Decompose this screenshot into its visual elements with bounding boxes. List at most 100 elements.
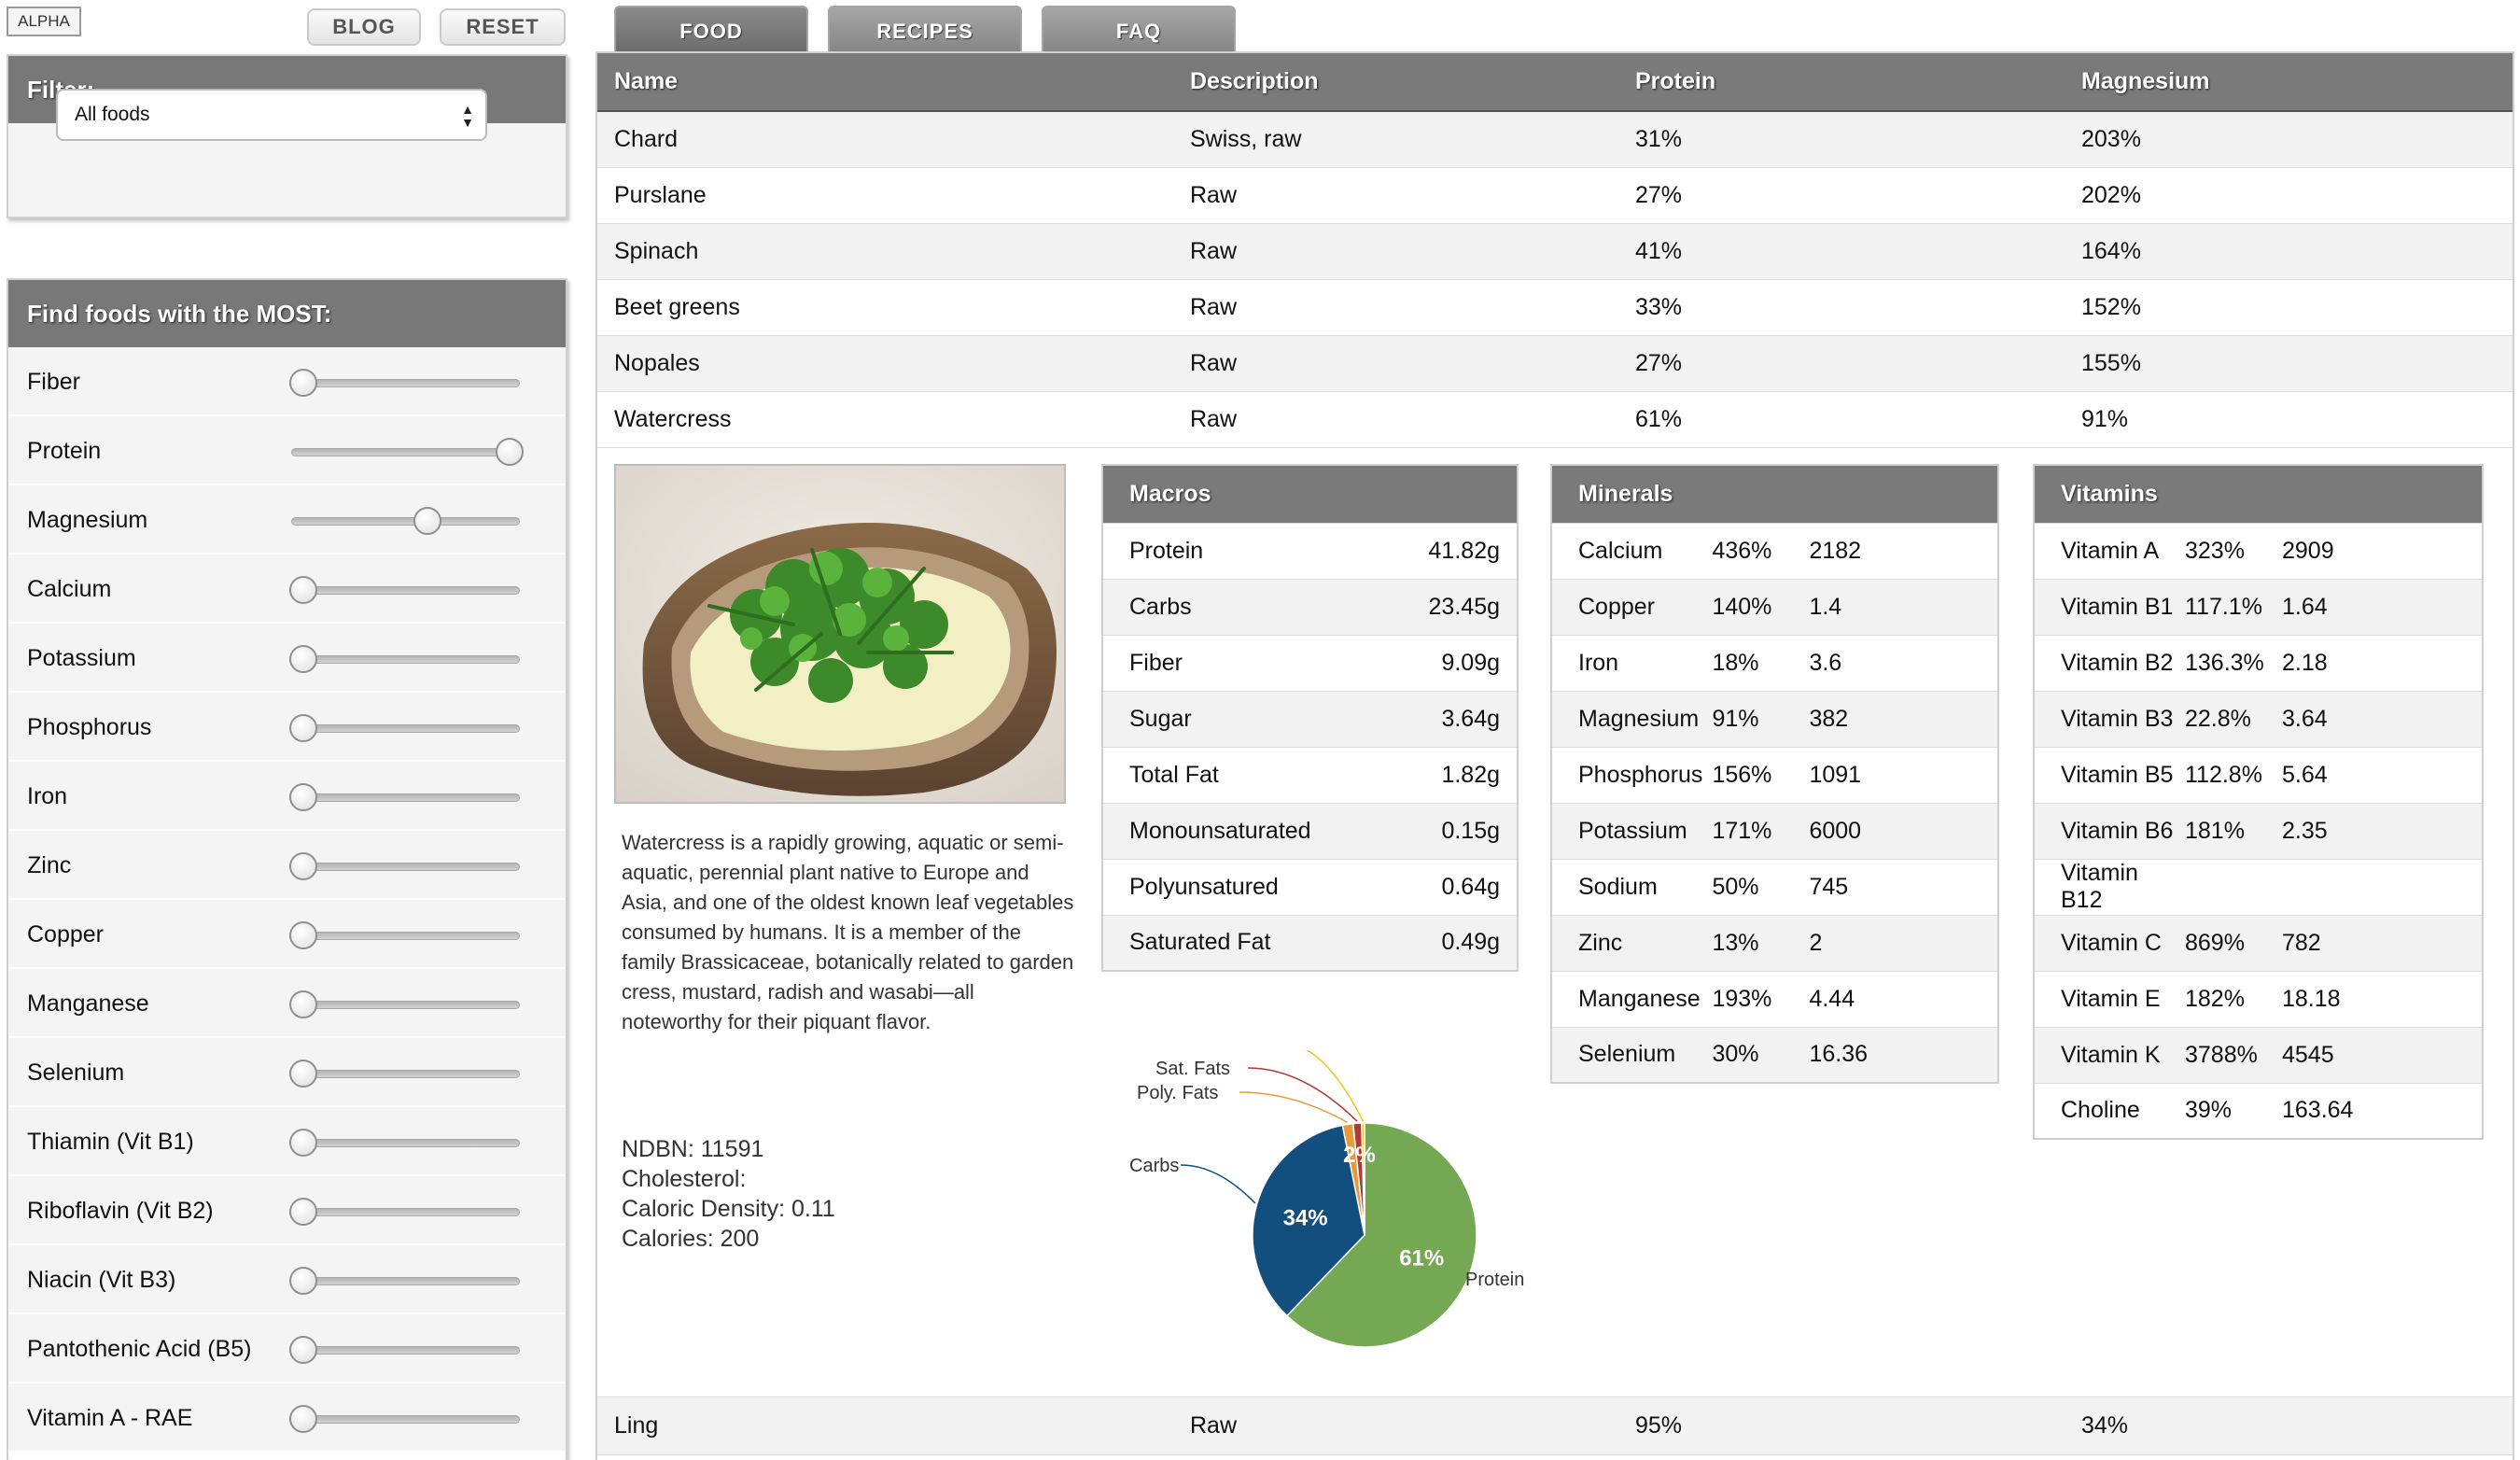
macros-title: Macros [1102,465,1518,523]
column-header-magnesium[interactable]: Magnesium [2065,53,2513,112]
food-protein: 27% [1618,167,2065,224]
food-name: Ling [597,1398,1173,1455]
tab-recipes[interactable]: RECIPES [828,6,1022,54]
nutrient-value: 436% [1702,522,1800,579]
slider-label: Protein [27,438,102,464]
nutrient-amount: 4.44 [1799,970,1998,1027]
food-row[interactable]: Purslane Raw 27% 202% [597,167,2513,224]
pie-percent-label: 34% [1283,1206,1328,1231]
nutrient-slider[interactable] [289,714,520,742]
pie-leader-line [1459,1276,1471,1280]
nutrient-slider[interactable] [289,1405,520,1433]
slider-thumb[interactable] [289,1129,317,1157]
nutrient-slider[interactable] [289,1336,520,1364]
slider-row: Niacin (Vit B3) [8,1245,566,1314]
slider-row: Pantothenic Acid (B5) [8,1314,566,1383]
pie-slice-label: Poly. Fats [1137,1083,1218,1103]
pie-slice-mono-fats[interactable] [1361,1122,1365,1236]
nutrient-value: 9.09g [1310,634,1518,691]
nutrient-value: 41.82g [1310,522,1518,579]
food-protein: 41% [1618,223,2065,280]
minerals-row: Manganese 193% 4.44 [1551,970,1998,1027]
minerals-row: Iron 18% 3.6 [1551,634,1998,691]
food-row[interactable]: Ling Raw 95% 34% [597,1398,2513,1455]
food-row[interactable]: CrabAlaska king, raw96%28% [597,1454,2513,1460]
food-row[interactable]: Spinach Raw 41% 164% [597,223,2513,280]
slider-label: Vitamin A - RAE [27,1405,193,1431]
blog-button[interactable]: BLOG [307,8,421,46]
nutrient-amount: 2.18 [2273,634,2483,691]
nutrient-slider[interactable] [289,1198,520,1226]
slider-thumb[interactable] [289,1405,317,1433]
nutrient-slider[interactable] [291,507,520,535]
cholesterol-label: Cholesterol: [622,1166,747,1192]
nutrient-slider[interactable] [289,1267,520,1295]
nutrient-slider[interactable] [289,369,520,397]
slider-thumb[interactable] [289,921,317,949]
nutrient-name: Saturated Fat [1102,914,1311,971]
minerals-table: Minerals Calcium 436% 2182 Copper 140% 1.4 Iro… [1550,464,1999,1084]
nutrient-amount: 18.18 [2273,970,2483,1027]
pie-slice-label: Sat. Fats [1155,1059,1230,1079]
nutrient-slider[interactable] [289,783,520,811]
slider-thumb[interactable] [289,645,317,673]
find-most-title: Find foods with the MOST: [8,280,566,347]
slider-thumb[interactable] [289,852,317,880]
food-row[interactable]: Watercress Raw 61% 91% [597,391,2513,448]
nutrient-slider[interactable] [289,576,520,604]
macros-row: Carbs 23.45g [1102,578,1518,635]
minerals-row: Magnesium 91% 382 [1551,690,1998,747]
pie-slice-protein[interactable] [1285,1122,1477,1348]
slider-thumb[interactable] [413,507,441,535]
nutrient-slider[interactable] [289,1129,520,1157]
nutrient-slider[interactable] [289,921,520,949]
nutrient-value: 1.82g [1310,746,1518,803]
nutrient-value: 0.15g [1310,802,1518,859]
food-description: Raw [1173,391,1618,448]
nutrient-name: Vitamin B5 [2034,746,2176,803]
column-header-name[interactable]: Name [597,53,1173,112]
slider-thumb[interactable] [289,990,317,1018]
nutrient-value: 91% [1702,690,1800,747]
nutrient-value: 112.8% [2176,746,2273,803]
reset-button[interactable]: RESET [440,8,566,46]
column-header-protein[interactable]: Protein [1618,53,2065,112]
macros-row: Polyunsatured 0.64g [1102,858,1518,915]
food-filter-select[interactable]: All foods ▲ ▼ [56,89,487,141]
nutrient-slider[interactable] [289,990,520,1018]
food-protein: 95% [1618,1398,2065,1455]
nutrient-name: Polyunsatured [1102,858,1311,915]
slider-row: Manganese [8,969,566,1038]
food-row[interactable]: Nopales Raw 27% 155% [597,335,2513,392]
tab-food[interactable]: FOOD [614,6,808,54]
slider-label: Fiber [27,369,80,395]
nutrient-slider[interactable] [289,852,520,880]
slider-label: Calcium [27,576,112,602]
slider-label: Pantothenic Acid (B5) [27,1336,252,1362]
food-name: Beet greens [597,279,1173,336]
slider-thumb[interactable] [289,369,317,397]
pie-slice-carbs[interactable] [1252,1124,1365,1317]
nutrient-slider[interactable] [289,1060,520,1088]
food-row[interactable]: Chard Swiss, raw 31% 203% [597,111,2513,168]
tab-faq[interactable]: FAQ [1042,6,1236,54]
nutrient-name: Sugar [1102,690,1311,747]
nutrient-slider[interactable] [289,645,520,673]
nutrient-amount: 782 [2273,914,2483,971]
slider-thumb[interactable] [289,1267,317,1295]
slider-thumb[interactable] [289,1198,317,1226]
food-protein: 96% [1618,1454,2065,1460]
food-name: Crab [597,1454,1173,1460]
food-description: Raw [1173,335,1618,392]
column-header-description[interactable]: Description [1173,53,1618,112]
food-row[interactable]: Beet greens Raw 33% 152% [597,279,2513,336]
slider-thumb[interactable] [289,576,317,604]
slider-thumb[interactable] [289,783,317,811]
slider-label: Potassium [27,645,136,671]
slider-thumb[interactable] [289,1336,317,1364]
nutrient-slider[interactable] [291,438,524,466]
slider-label: Riboflavin (Vit B2) [27,1198,214,1224]
slider-thumb[interactable] [289,714,317,742]
slider-thumb[interactable] [289,1060,317,1088]
slider-thumb[interactable] [496,438,524,466]
